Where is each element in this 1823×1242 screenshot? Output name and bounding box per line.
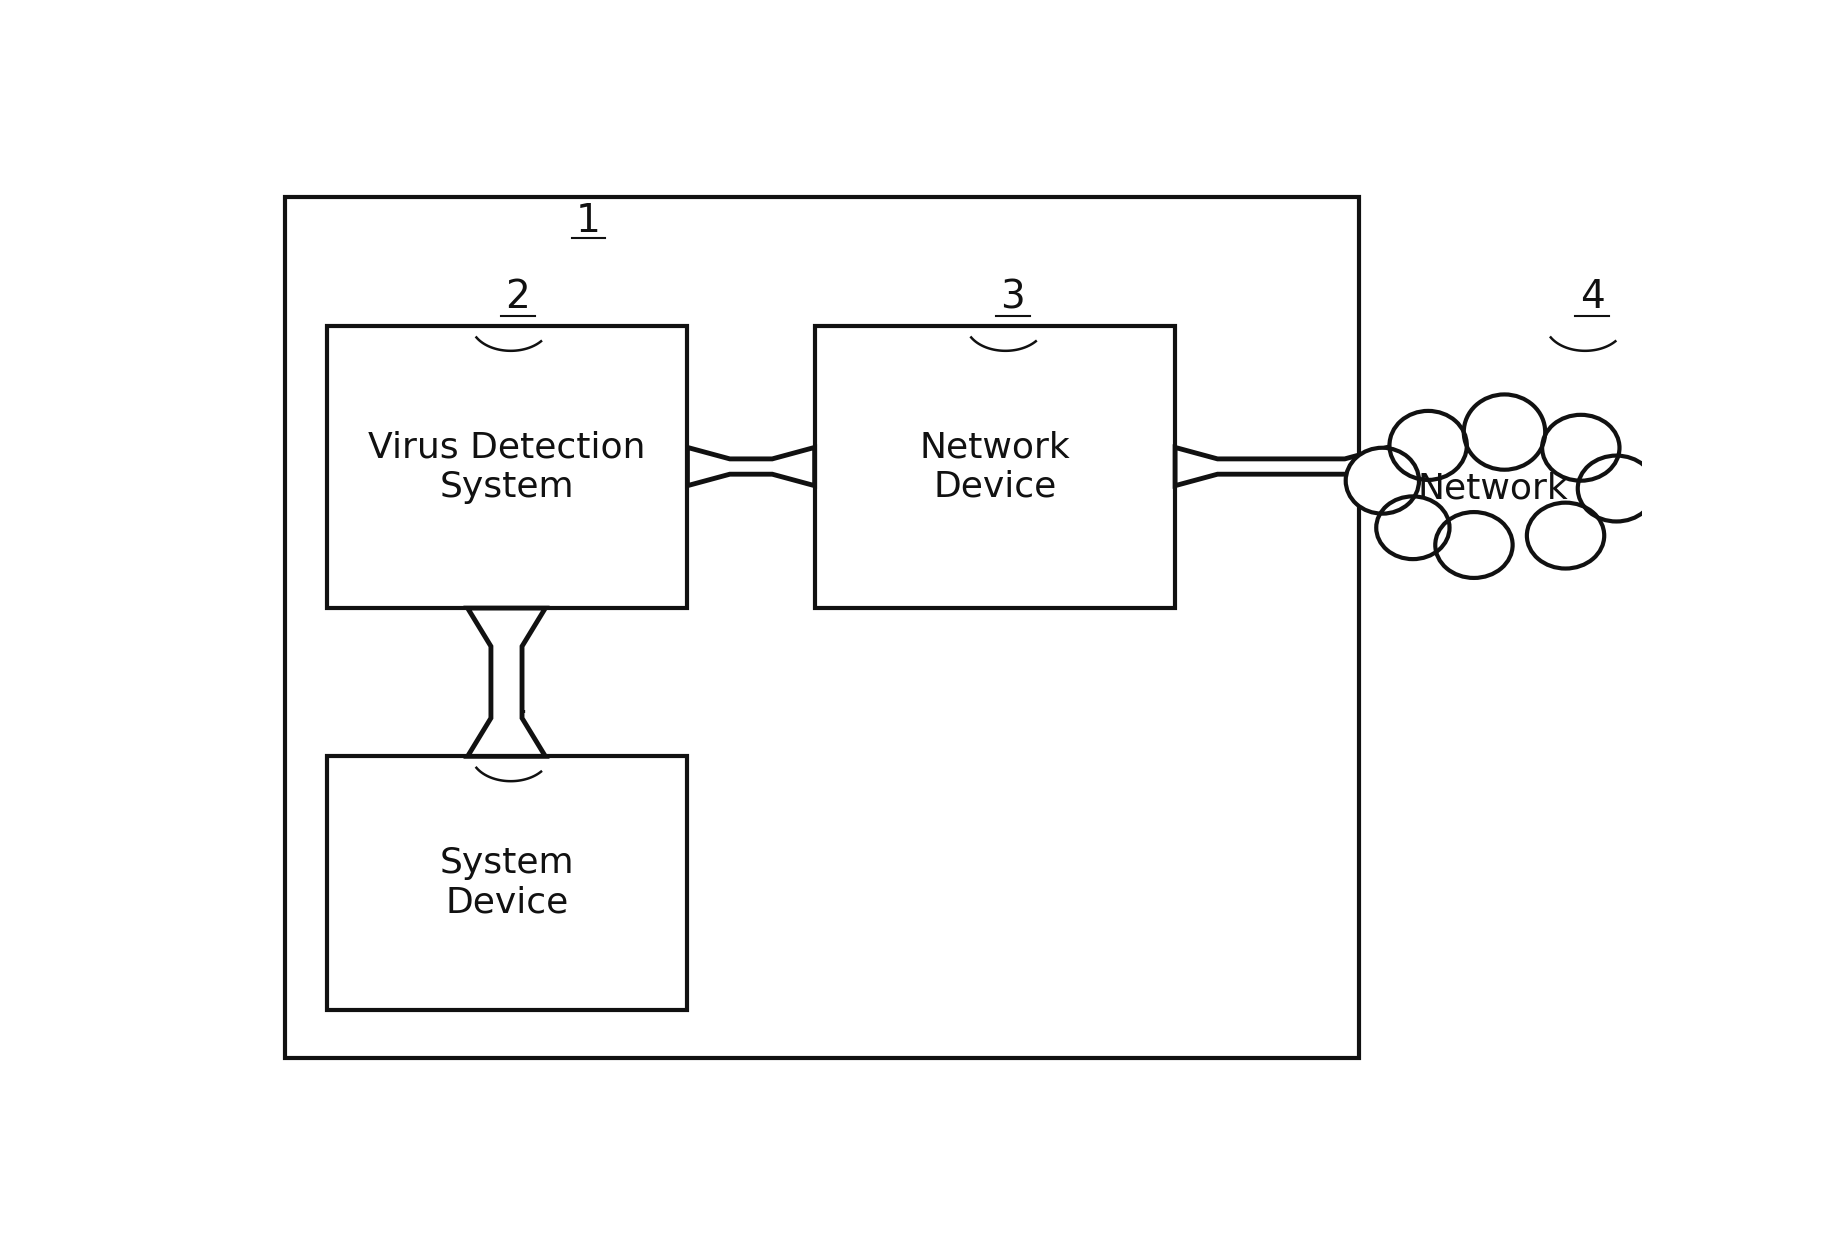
- Ellipse shape: [1577, 456, 1653, 522]
- Ellipse shape: [1376, 497, 1449, 559]
- Ellipse shape: [1389, 411, 1466, 479]
- Bar: [284, 196, 1358, 1058]
- Ellipse shape: [1540, 415, 1619, 481]
- Bar: [815, 325, 1174, 609]
- Text: 5: 5: [505, 709, 530, 746]
- Text: System
Device: System Device: [439, 846, 574, 920]
- Ellipse shape: [1435, 512, 1511, 578]
- Text: Network
Device: Network Device: [919, 430, 1070, 504]
- Text: Virus Detection
System: Virus Detection System: [368, 430, 645, 504]
- Text: 3: 3: [999, 278, 1025, 317]
- Ellipse shape: [1526, 503, 1604, 569]
- Ellipse shape: [1345, 448, 1418, 514]
- Polygon shape: [687, 447, 815, 486]
- Text: 2: 2: [505, 278, 530, 317]
- Bar: [326, 325, 687, 609]
- Bar: [326, 756, 687, 1010]
- Text: 1: 1: [576, 201, 600, 240]
- Polygon shape: [467, 609, 545, 756]
- Ellipse shape: [1464, 395, 1544, 469]
- Text: 4: 4: [1579, 278, 1604, 317]
- Text: Network: Network: [1416, 472, 1568, 505]
- Polygon shape: [1174, 447, 1385, 486]
